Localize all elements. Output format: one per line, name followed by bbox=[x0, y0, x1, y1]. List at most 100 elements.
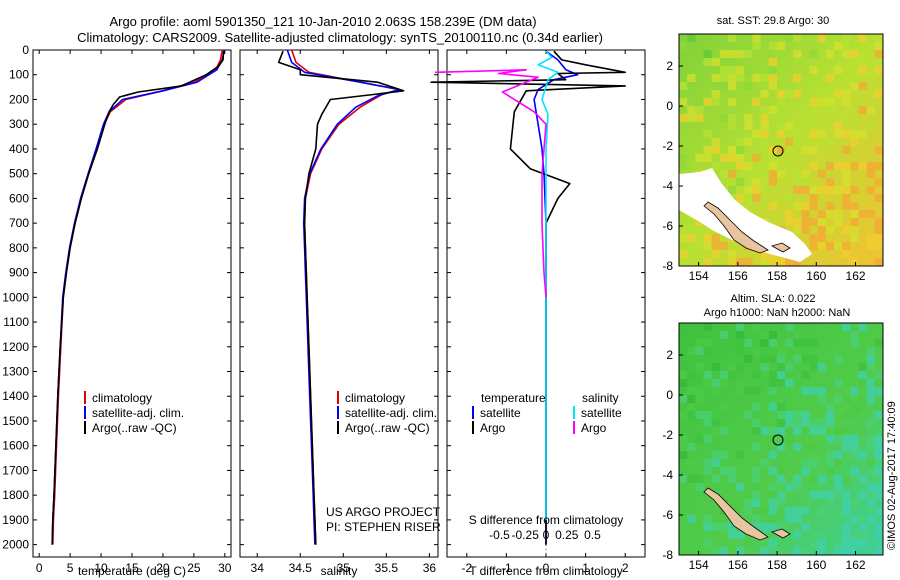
heatmap-cell bbox=[874, 178, 883, 186]
heatmap-cell bbox=[834, 355, 843, 363]
heatmap-cell bbox=[711, 242, 720, 250]
heatmap-cell bbox=[866, 355, 875, 363]
heatmap-cell bbox=[703, 435, 712, 443]
depth-tick-label: 300 bbox=[9, 117, 29, 131]
heatmap-cell bbox=[834, 435, 843, 443]
heatmap-cell bbox=[719, 66, 728, 74]
heatmap-cell bbox=[703, 347, 712, 355]
heatmap-cell bbox=[760, 339, 769, 347]
heatmap-cell bbox=[801, 459, 810, 467]
heatmap-cell bbox=[687, 371, 696, 379]
heatmap-cell bbox=[687, 347, 696, 355]
heatmap-cell bbox=[825, 178, 835, 186]
depth-tick-label: 800 bbox=[9, 241, 29, 255]
heatmap-cell bbox=[679, 323, 688, 331]
heatmap-cell bbox=[728, 475, 737, 483]
heatmap-cell bbox=[842, 347, 851, 355]
heatmap-cell bbox=[809, 242, 818, 250]
heatmap-cell bbox=[858, 379, 867, 387]
heatmap-cell bbox=[874, 146, 883, 154]
heatmap-cell bbox=[760, 122, 769, 130]
heatmap-cell bbox=[719, 331, 728, 339]
heatmap-cell bbox=[752, 186, 761, 194]
heatmap-cell bbox=[752, 443, 761, 451]
heatmap-cell bbox=[728, 371, 737, 379]
heatmap-cell bbox=[760, 258, 769, 266]
heatmap-cell bbox=[866, 515, 875, 523]
map-lon-label: 154 bbox=[689, 558, 709, 572]
heatmap-cell bbox=[695, 411, 704, 419]
heatmap-cell bbox=[679, 347, 688, 355]
heatmap-cell bbox=[817, 539, 826, 547]
heatmap-cell bbox=[785, 122, 794, 130]
heatmap-cell bbox=[728, 258, 737, 266]
heatmap-cell bbox=[858, 451, 867, 459]
heatmap-cell bbox=[834, 491, 843, 499]
heatmap-cell bbox=[768, 58, 777, 66]
heatmap-cell bbox=[785, 515, 794, 523]
heatmap-cell bbox=[842, 475, 851, 483]
s-diff-tick-label: 0.5 bbox=[584, 528, 601, 542]
heatmap-cell bbox=[801, 202, 810, 210]
heatmap-cell bbox=[768, 547, 777, 555]
heatmap-cell bbox=[776, 122, 786, 130]
project-label: US ARGO PROJECT bbox=[326, 505, 441, 519]
heatmap-cell bbox=[866, 459, 875, 467]
heatmap-cell bbox=[850, 515, 859, 523]
heatmap-cell bbox=[866, 483, 875, 491]
heatmap-cell bbox=[825, 339, 835, 347]
heatmap-cell bbox=[793, 355, 802, 363]
heatmap-cell bbox=[825, 499, 835, 507]
heatmap-cell bbox=[858, 531, 867, 539]
heatmap-cell bbox=[817, 475, 826, 483]
map-lon-label: 162 bbox=[846, 269, 866, 283]
heatmap-cell bbox=[687, 106, 696, 114]
legend-temp-argo-label: Argo bbox=[480, 421, 506, 435]
heatmap-cell bbox=[809, 363, 818, 371]
heatmap-cell bbox=[785, 403, 794, 411]
heatmap-cell bbox=[834, 186, 843, 194]
heatmap-cell bbox=[736, 475, 745, 483]
series-line-salinity-argo bbox=[435, 69, 547, 298]
heatmap-cell bbox=[711, 499, 720, 507]
heatmap-cell bbox=[728, 186, 737, 194]
heatmap-cell bbox=[752, 427, 761, 435]
heatmap-cell bbox=[719, 242, 728, 250]
heatmap-cell bbox=[834, 547, 843, 555]
heatmap-cell bbox=[825, 162, 835, 170]
heatmap-cell bbox=[719, 547, 728, 555]
heatmap-cell bbox=[793, 331, 802, 339]
heatmap-cell bbox=[711, 250, 720, 258]
map-lon-label: 160 bbox=[806, 558, 826, 572]
heatmap-cell bbox=[842, 395, 851, 403]
x-tick-label: 1 bbox=[582, 561, 589, 575]
heatmap-cell bbox=[744, 499, 753, 507]
heatmap-cell bbox=[695, 114, 704, 122]
heatmap-cell bbox=[793, 507, 802, 515]
sla-map-title-1: Altim. SLA: 0.022 bbox=[731, 293, 816, 305]
heatmap-cell bbox=[874, 467, 883, 475]
heatmap-cell bbox=[703, 379, 712, 387]
heatmap-cell bbox=[744, 411, 753, 419]
heatmap-cell bbox=[842, 499, 851, 507]
series-line-argo-raw-qc bbox=[51, 51, 225, 545]
heatmap-cell bbox=[687, 74, 696, 82]
heatmap-cell bbox=[809, 459, 818, 467]
heatmap-cell bbox=[728, 467, 737, 475]
heatmap-cell bbox=[834, 451, 843, 459]
sst-landmass bbox=[703, 201, 769, 254]
heatmap-cell bbox=[711, 419, 720, 427]
heatmap-cell bbox=[801, 419, 810, 427]
depth-tick-label: 200 bbox=[9, 92, 29, 106]
heatmap-cell bbox=[817, 170, 826, 178]
heatmap-cell bbox=[736, 347, 745, 355]
heatmap-cell bbox=[785, 218, 794, 226]
heatmap-cell bbox=[874, 339, 883, 347]
heatmap-cell bbox=[785, 363, 794, 371]
heatmap-cell bbox=[785, 483, 794, 491]
heatmap-cell bbox=[776, 90, 786, 98]
heatmap-cell bbox=[793, 258, 802, 266]
heatmap-cell bbox=[874, 194, 883, 202]
heatmap-cell bbox=[825, 74, 835, 82]
heatmap-cell bbox=[793, 74, 802, 82]
